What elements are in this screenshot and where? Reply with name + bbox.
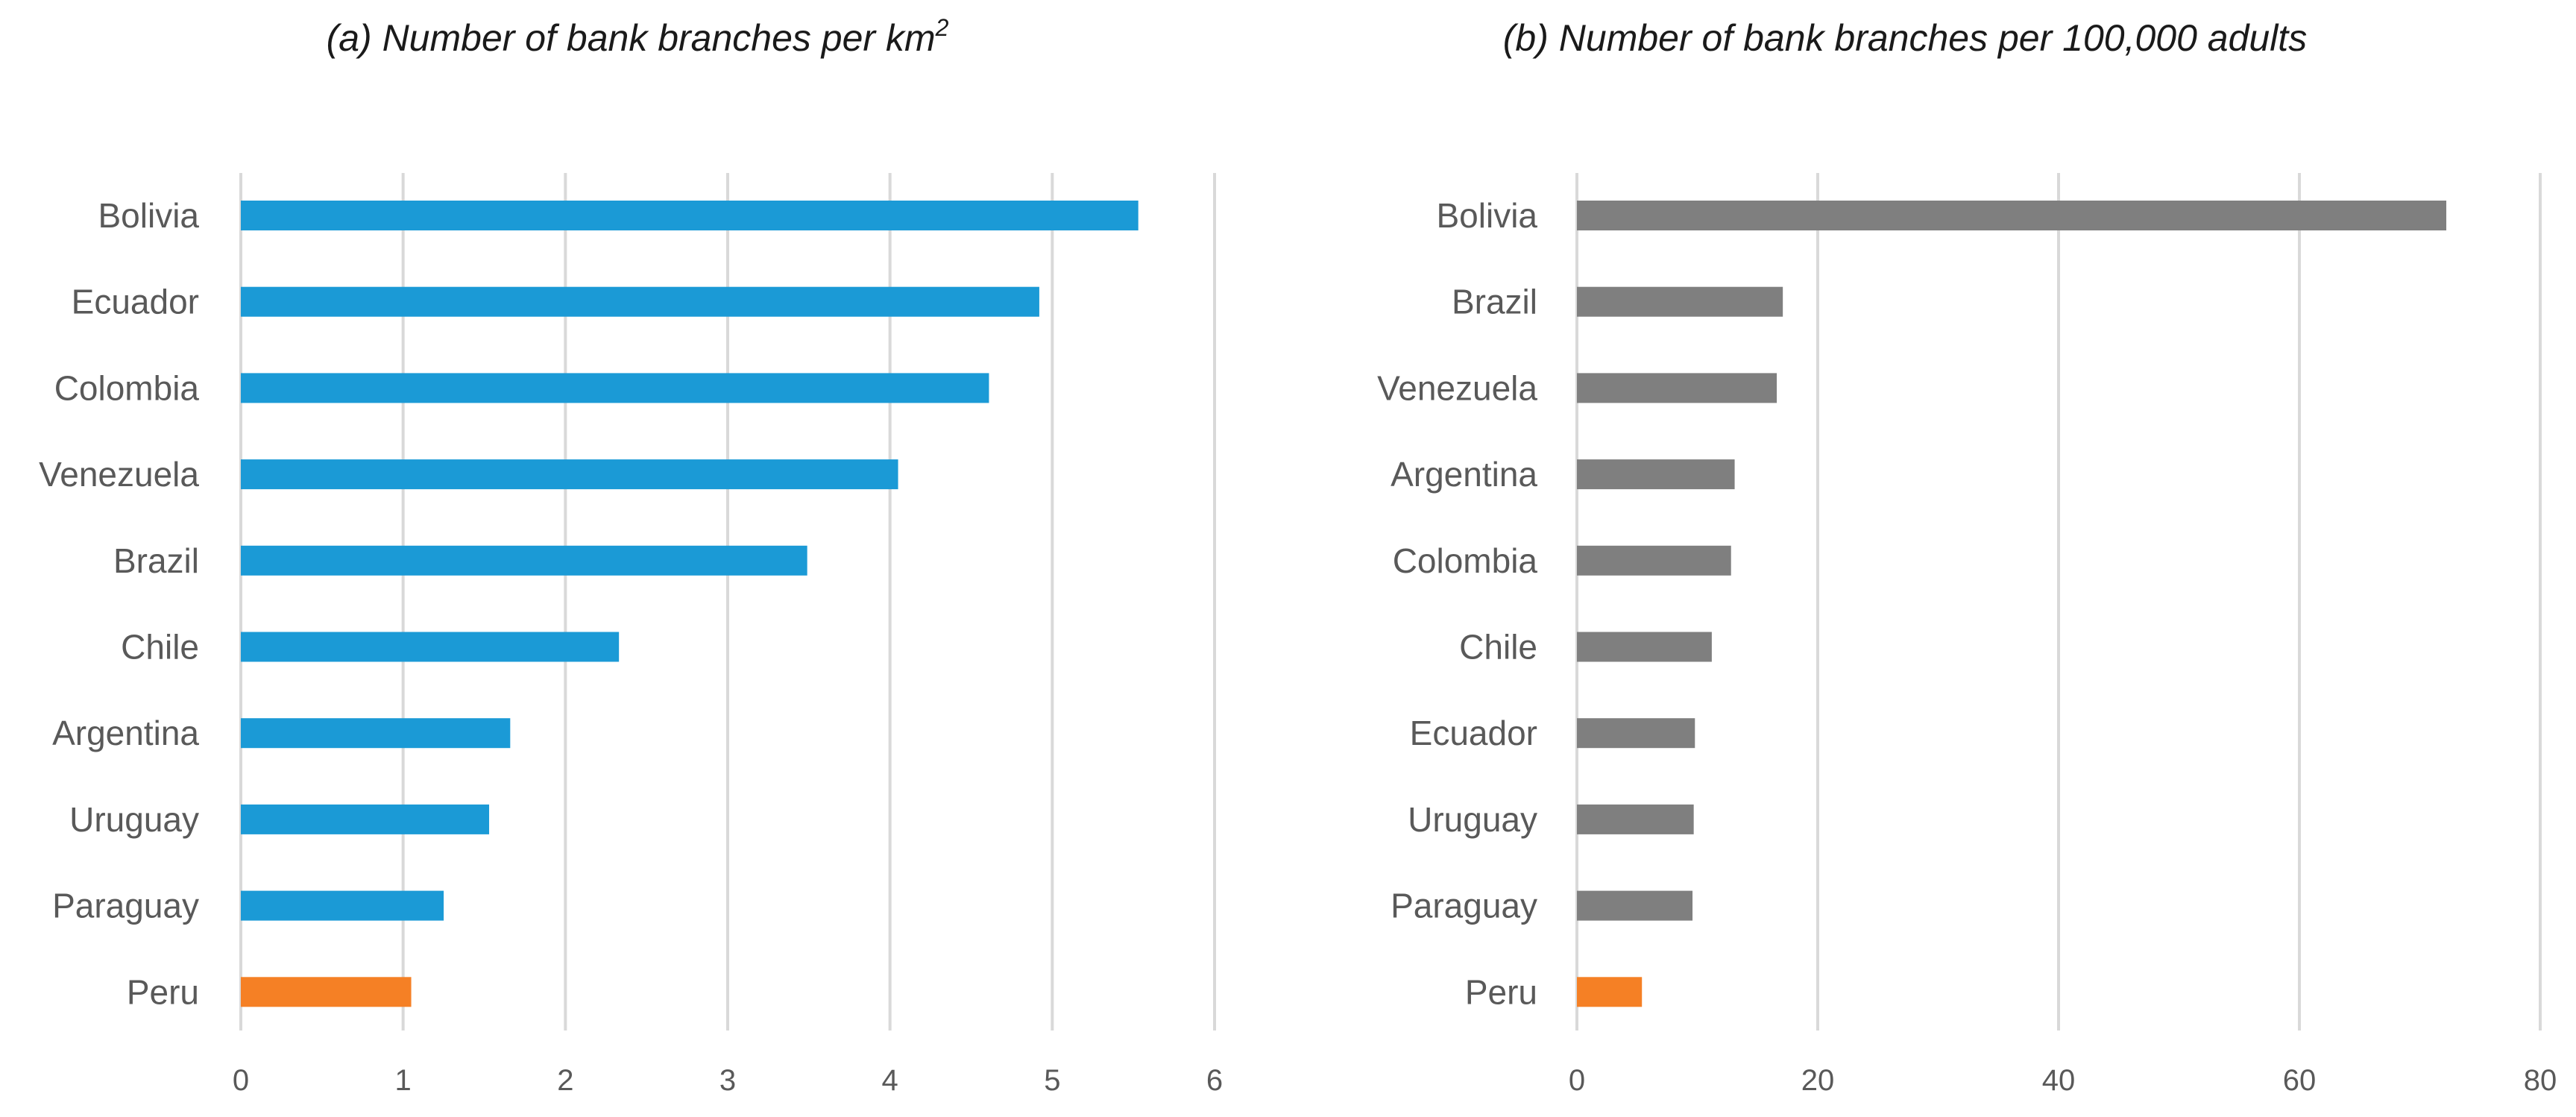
panel-a-category-label: Uruguay [69,800,199,839]
panel-b-x-tick-label: 80 [2524,1064,2557,1097]
panel-a-bar-ecuador [241,286,1039,317]
panel-a-x-tick-label: 6 [1206,1064,1223,1097]
panel-a-bar-chart: (a) Number of bank branches per km2 Boli… [39,14,1223,1097]
panel-a-bar-bolivia [241,201,1139,230]
panel-b-category-label: Bolivia [1436,196,1537,235]
panel-b-bar-peru [1577,977,1643,1007]
panel-b-bar-paraguay [1577,890,1693,921]
panel-a-bar-argentina [241,718,511,749]
panel-a-x-tick-label: 4 [882,1064,898,1097]
panel-b-bar-uruguay [1577,804,1694,834]
panel-b-category-label: Argentina [1391,455,1537,494]
panel-a-category-label: Venezuela [39,455,199,494]
panel-a-category-label: Colombia [54,368,200,407]
panel-b-bar-argentina [1577,459,1735,490]
panel-a-bar-colombia [241,373,989,403]
panel-a-bar-peru [241,977,412,1007]
panel-a-category-label: Peru [127,972,199,1011]
panel-a-bar-paraguay [241,890,444,921]
panel-a-bar-brazil [241,545,807,576]
panel-a-category-label: Paraguay [52,887,199,925]
panel-a-bar-venezuela [241,459,898,490]
panel-b-bar-chart: (b) Number of bank branches per 100,000 … [1377,17,2557,1097]
panel-b-category-label: Peru [1465,972,1537,1011]
panel-b-category-label: Brazil [1452,283,1537,321]
panel-a-category-label: Bolivia [98,196,199,235]
panel-a-category-label: Brazil [113,541,199,580]
panel-b-x-tick-label: 60 [2283,1064,2317,1097]
panel-b-category-label: Ecuador [1410,714,1537,752]
panel-b-category-label: Venezuela [1377,368,1537,407]
panel-b-bar-bolivia [1577,201,2447,230]
panel-b-category-label: Uruguay [1408,800,1537,839]
panel-a-x-tick-label: 5 [1044,1064,1060,1097]
panel-a-x-tick-label: 1 [395,1064,412,1097]
panel-a-bar-chile [241,632,620,662]
panel-a-title: (a) Number of bank branches per km2 [327,14,949,59]
panel-a-bar-uruguay [241,804,490,834]
panel-a-x-tick-label: 3 [719,1064,736,1097]
panel-b-bar-brazil [1577,286,1783,317]
panel-b-x-tick-label: 40 [2042,1064,2076,1097]
panel-b-bar-ecuador [1577,718,1695,749]
panel-b-bar-chile [1577,632,1712,662]
panel-a-category-label: Chile [121,628,199,667]
panel-a-category-label: Argentina [52,714,199,752]
panel-b-x-tick-label: 20 [1801,1064,1835,1097]
panel-b-category-label: Paraguay [1391,887,1537,925]
panel-b-category-label: Chile [1459,628,1537,667]
panel-b-bar-colombia [1577,545,1731,576]
panel-a-x-tick-label: 2 [557,1064,573,1097]
panel-b-x-tick-label: 0 [1569,1064,1585,1097]
panel-b-title: (b) Number of bank branches per 100,000 … [1503,17,2307,59]
panel-b-bar-venezuela [1577,373,1777,403]
panel-a-x-tick-label: 0 [233,1064,249,1097]
panel-a-category-label: Ecuador [72,283,199,321]
panel-b-category-label: Colombia [1393,541,1538,580]
